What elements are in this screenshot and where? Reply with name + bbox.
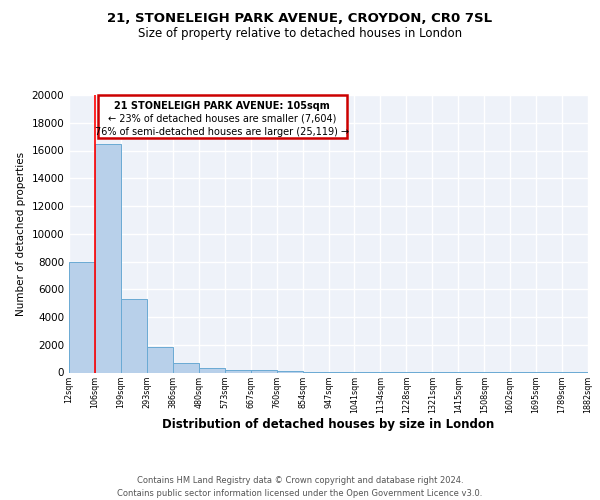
Text: 76% of semi-detached houses are larger (25,119) →: 76% of semi-detached houses are larger (… (95, 126, 349, 136)
Text: 21, STONELEIGH PARK AVENUE, CROYDON, CR0 7SL: 21, STONELEIGH PARK AVENUE, CROYDON, CR0… (107, 12, 493, 26)
Bar (173, 363, 199, 372)
X-axis label: Distribution of detached houses by size in London: Distribution of detached houses by size … (163, 418, 494, 432)
Bar (95, 144, 121, 372)
Bar (251, 370, 277, 372)
Bar (225, 370, 251, 372)
Bar (69, 262, 95, 372)
Text: Contains public sector information licensed under the Open Government Licence v3: Contains public sector information licen… (118, 489, 482, 498)
Text: ← 23% of detached houses are smaller (7,604): ← 23% of detached houses are smaller (7,… (108, 114, 336, 124)
Bar (199, 368, 224, 372)
Bar (147, 347, 173, 372)
Bar (98, 95, 347, 138)
Bar (277, 370, 302, 372)
Bar (121, 299, 147, 372)
Text: Size of property relative to detached houses in London: Size of property relative to detached ho… (138, 28, 462, 40)
Y-axis label: Number of detached properties: Number of detached properties (16, 152, 26, 316)
Text: Contains HM Land Registry data © Crown copyright and database right 2024.: Contains HM Land Registry data © Crown c… (137, 476, 463, 485)
Text: 21 STONELEIGH PARK AVENUE: 105sqm: 21 STONELEIGH PARK AVENUE: 105sqm (114, 101, 330, 111)
